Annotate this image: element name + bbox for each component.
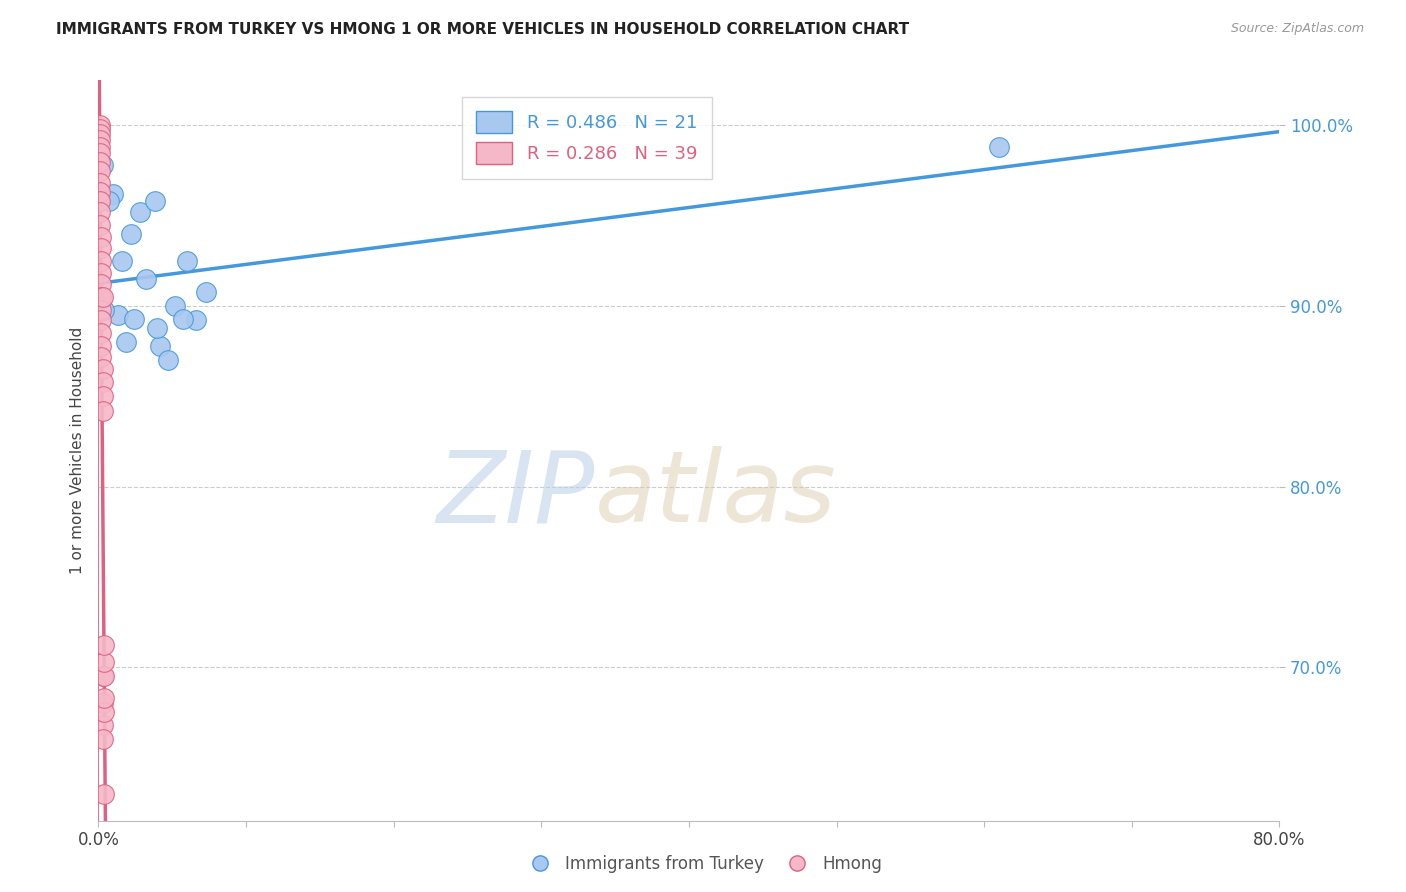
Point	[89, 154, 111, 169]
Point	[91, 718, 114, 732]
Legend: Immigrants from Turkey, Hmong: Immigrants from Turkey, Hmong	[517, 848, 889, 880]
Y-axis label: 1 or more Vehicles in Household: 1 or more Vehicles in Household	[69, 326, 84, 574]
Point	[122, 311, 145, 326]
Legend: R = 0.486   N = 21, R = 0.286   N = 39: R = 0.486 N = 21, R = 0.286 N = 39	[461, 96, 711, 178]
Point	[90, 277, 112, 292]
Point	[90, 267, 112, 281]
Point	[107, 308, 129, 322]
Point	[89, 145, 111, 160]
Point	[89, 218, 111, 232]
Point	[89, 140, 111, 154]
Point	[91, 362, 114, 376]
Point	[93, 302, 115, 317]
Point	[176, 253, 198, 268]
Point	[143, 194, 166, 209]
Point	[128, 205, 150, 219]
Point	[111, 253, 134, 268]
Point	[90, 302, 112, 317]
Point	[89, 194, 111, 209]
Point	[90, 253, 112, 268]
Point	[93, 639, 115, 653]
Point	[89, 133, 111, 147]
Point	[103, 187, 125, 202]
Point	[91, 389, 114, 403]
Text: IMMIGRANTS FROM TURKEY VS HMONG 1 OR MORE VEHICLES IN HOUSEHOLD CORRELATION CHAR: IMMIGRANTS FROM TURKEY VS HMONG 1 OR MOR…	[56, 22, 910, 37]
Point	[135, 272, 157, 286]
Point	[90, 326, 112, 340]
Point	[89, 122, 111, 136]
Point	[93, 669, 115, 683]
Point	[93, 706, 115, 720]
Point	[97, 194, 120, 209]
Point	[146, 320, 169, 334]
Point	[91, 290, 114, 304]
Point	[89, 128, 111, 142]
Point	[165, 299, 187, 313]
Point	[149, 339, 172, 353]
Point	[184, 313, 207, 327]
Point	[91, 696, 114, 710]
Point	[91, 669, 114, 683]
Point	[90, 290, 112, 304]
Point	[89, 186, 111, 200]
Point	[195, 285, 218, 299]
Point	[89, 163, 111, 178]
Point	[90, 230, 112, 244]
Point	[91, 158, 114, 172]
Point	[93, 655, 115, 669]
Point	[988, 140, 1011, 154]
Text: Source: ZipAtlas.com: Source: ZipAtlas.com	[1230, 22, 1364, 36]
Point	[93, 787, 115, 801]
Point	[89, 176, 111, 190]
Point	[90, 350, 112, 364]
Point	[90, 241, 112, 255]
Point	[93, 690, 115, 705]
Point	[89, 205, 111, 219]
Point	[91, 732, 114, 747]
Point	[91, 375, 114, 389]
Point	[120, 227, 142, 241]
Point	[91, 403, 114, 417]
Point	[156, 353, 179, 368]
Point	[115, 335, 138, 350]
Text: ZIP: ZIP	[436, 446, 595, 543]
Point	[172, 311, 194, 326]
Point	[90, 339, 112, 353]
Text: atlas: atlas	[595, 446, 837, 543]
Point	[89, 119, 111, 133]
Point	[90, 313, 112, 327]
